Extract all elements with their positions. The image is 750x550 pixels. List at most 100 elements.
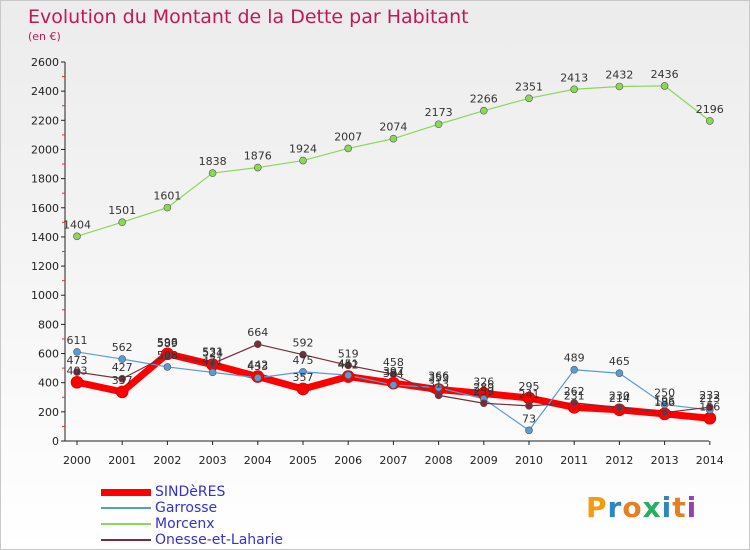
data-label: 366 bbox=[428, 370, 449, 383]
data-point bbox=[570, 85, 579, 94]
data-label: 213 bbox=[699, 392, 720, 405]
data-point bbox=[299, 367, 307, 376]
data-label: 2074 bbox=[379, 121, 407, 134]
data-label: 384 bbox=[383, 367, 404, 380]
data-label: 473 bbox=[67, 354, 88, 367]
data-point bbox=[615, 82, 624, 91]
x-tick-label: 2004 bbox=[244, 454, 272, 467]
data-label: 232 bbox=[699, 389, 720, 402]
data-label: 427 bbox=[112, 361, 133, 374]
data-label: 156 bbox=[699, 400, 720, 413]
data-label: 313 bbox=[428, 377, 449, 390]
data-point bbox=[615, 403, 624, 412]
data-point bbox=[344, 144, 353, 153]
data-label: 2413 bbox=[560, 71, 588, 84]
data-label: 231 bbox=[564, 389, 585, 402]
y-tick-label: 1600 bbox=[31, 202, 59, 215]
data-point bbox=[525, 402, 533, 410]
data-label: 2436 bbox=[651, 68, 679, 81]
x-tick-label: 2009 bbox=[470, 454, 498, 467]
data-label: 195 bbox=[654, 395, 675, 408]
data-point bbox=[163, 203, 172, 212]
data-point bbox=[344, 361, 353, 370]
data-label: 1838 bbox=[199, 155, 227, 168]
x-tick-label: 2001 bbox=[108, 454, 136, 467]
data-point bbox=[70, 375, 84, 389]
x-tick-label: 2013 bbox=[651, 454, 679, 467]
data-point bbox=[389, 381, 398, 389]
y-tick-label: 2200 bbox=[31, 114, 59, 127]
data-label: 524 bbox=[202, 347, 223, 360]
data-point bbox=[615, 369, 624, 378]
data-point bbox=[434, 120, 443, 129]
data-label: 508 bbox=[157, 349, 178, 362]
y-tick-label: 1800 bbox=[31, 173, 59, 186]
data-label: 531 bbox=[202, 346, 223, 359]
data-point bbox=[705, 117, 714, 125]
data-label: 73 bbox=[522, 412, 536, 425]
data-label: 458 bbox=[383, 356, 404, 369]
legend-label: Garrosse bbox=[155, 500, 218, 516]
x-tick-label: 2014 bbox=[696, 454, 724, 467]
data-label: 2432 bbox=[605, 68, 633, 81]
data-label: 230 bbox=[609, 389, 630, 402]
data-label: 241 bbox=[519, 388, 540, 401]
data-point bbox=[208, 359, 217, 368]
y-tick-label: 2000 bbox=[31, 143, 59, 156]
y-tick-label: 1400 bbox=[31, 231, 59, 244]
data-label: 2266 bbox=[470, 93, 498, 106]
data-point bbox=[299, 350, 307, 359]
data-label: 2173 bbox=[425, 106, 453, 119]
data-label: 475 bbox=[293, 354, 314, 367]
y-tick-label: 2400 bbox=[31, 85, 59, 98]
data-point bbox=[208, 169, 217, 177]
data-label: 337 bbox=[112, 374, 133, 387]
legend-label: SINDèRES bbox=[155, 484, 226, 500]
data-label: 403 bbox=[67, 364, 88, 377]
data-label: 598 bbox=[157, 336, 178, 349]
data-label: 589 bbox=[157, 337, 178, 350]
data-label: 2351 bbox=[515, 80, 543, 93]
data-point bbox=[73, 348, 81, 356]
data-point bbox=[570, 365, 579, 374]
logo-letter: o bbox=[622, 491, 643, 524]
data-label: 592 bbox=[293, 337, 314, 350]
data-point bbox=[118, 218, 126, 227]
data-label: 214 bbox=[609, 392, 630, 405]
data-label: 1601 bbox=[153, 190, 181, 203]
data-label: 664 bbox=[247, 326, 268, 339]
series-line bbox=[76, 85, 711, 237]
data-point bbox=[118, 355, 126, 363]
data-label: 397 bbox=[383, 365, 404, 378]
y-tick-label: 0 bbox=[52, 435, 59, 448]
data-label: 250 bbox=[654, 387, 675, 400]
axes: 0 200 400 600 800 1000 1200 1400 1600 1800 2000 220… bbox=[31, 56, 724, 467]
logo-letter: r bbox=[607, 491, 623, 524]
data-point bbox=[296, 382, 310, 396]
data-label: 2007 bbox=[334, 130, 362, 143]
data-point bbox=[479, 399, 488, 408]
data-label: 353 bbox=[428, 372, 449, 385]
data-point bbox=[525, 426, 533, 435]
legend-swatch bbox=[101, 539, 151, 541]
legend-swatch bbox=[101, 523, 151, 525]
data-point bbox=[705, 403, 714, 411]
data-point bbox=[115, 385, 129, 399]
data-label: 1924 bbox=[289, 143, 317, 156]
data-point bbox=[389, 134, 398, 143]
data-label: 295 bbox=[519, 380, 540, 393]
y-tick-label: 1000 bbox=[31, 289, 59, 302]
data-point bbox=[208, 368, 217, 377]
data-label: 1876 bbox=[244, 150, 272, 163]
unit-label: (en €) bbox=[28, 30, 61, 43]
data-point bbox=[434, 391, 443, 400]
x-tick-label: 2007 bbox=[379, 454, 407, 467]
legend-label: Onesse-et-Laharie bbox=[155, 532, 284, 548]
data-label: 2196 bbox=[696, 103, 724, 116]
data-point bbox=[253, 340, 262, 349]
chart-title: Evolution du Montant de la Dette par Hab… bbox=[28, 6, 469, 28]
data-point bbox=[344, 371, 353, 380]
y-tick-label: 2600 bbox=[31, 56, 59, 69]
data-label: 451 bbox=[338, 357, 359, 370]
